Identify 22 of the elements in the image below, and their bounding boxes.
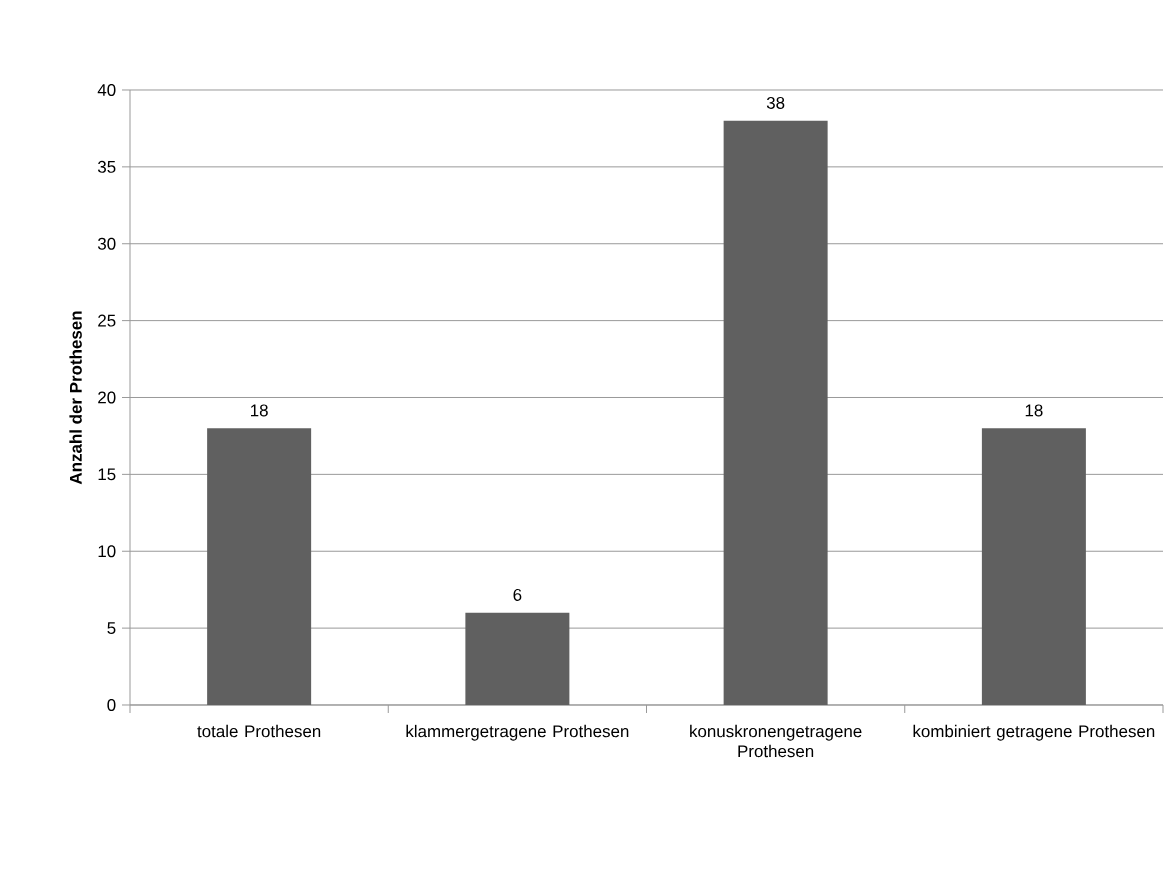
data-label: 18: [251, 404, 268, 417]
y-tick-label: 0: [107, 699, 116, 711]
x-tick-label: klammergetragene Prothesen: [406, 724, 629, 741]
y-tick-label: 25: [98, 314, 116, 327]
y-tick-label: 5: [107, 622, 116, 635]
bar: [981, 428, 1086, 705]
bar: [465, 612, 570, 705]
data-label: 6: [513, 588, 522, 601]
x-tick-label: totale Prothesen: [197, 724, 321, 738]
x-tick-label: kombiniert getragene Prothesen: [913, 724, 1155, 741]
y-tick-label: 40: [97, 83, 116, 96]
y-axis-title: Anzahl der Prothesen: [69, 311, 82, 485]
x-tick-label: konuskronengetragene Prothesen: [690, 724, 862, 758]
y-tick-label: 10: [98, 545, 116, 558]
data-label: 18: [1025, 404, 1043, 417]
bar: [723, 120, 828, 705]
y-tick-label: 20: [98, 391, 116, 404]
y-tick-label: 30: [97, 237, 116, 250]
bar: [207, 428, 312, 705]
y-tick-label: 15: [98, 468, 116, 481]
y-tick-label: 35: [97, 160, 116, 173]
data-label: 38: [766, 96, 785, 109]
